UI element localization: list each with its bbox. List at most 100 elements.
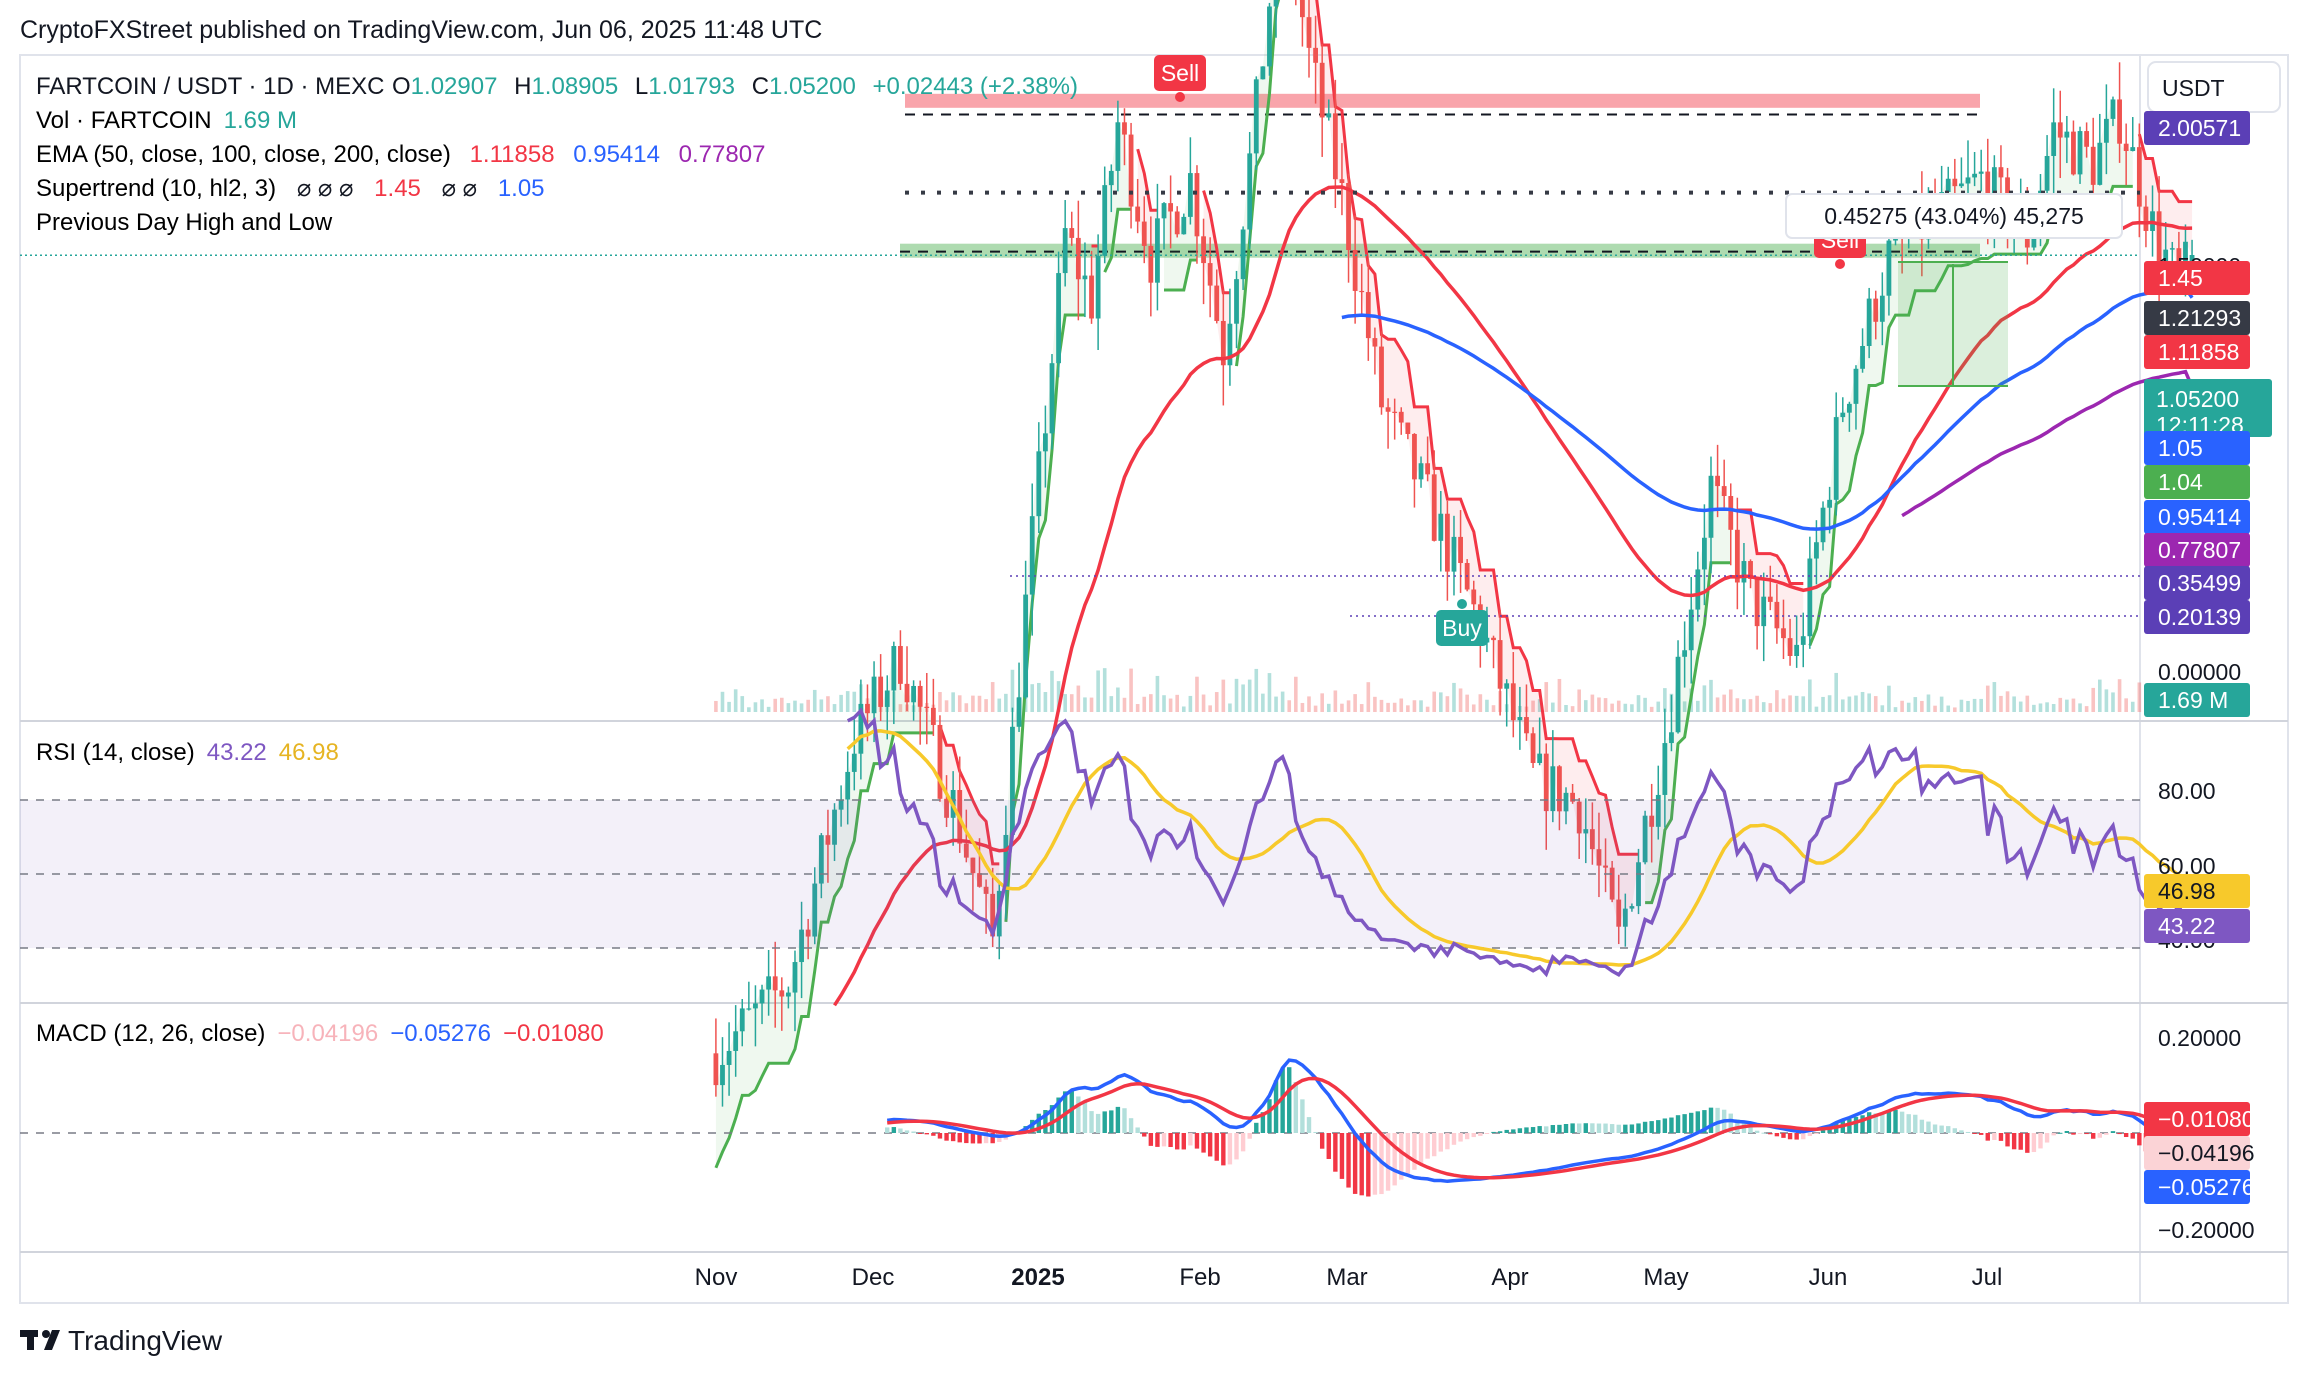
ema-layer xyxy=(833,185,2194,1007)
volume-bar xyxy=(1471,704,1476,712)
volume-bar xyxy=(799,703,804,712)
candle-body xyxy=(759,989,765,1004)
volume-bar xyxy=(1597,697,1601,712)
buy-signal[interactable]: Buy xyxy=(1436,599,1488,646)
ema100-value: 0.95414 xyxy=(573,141,660,168)
tag-1.45-bg xyxy=(2144,261,2250,295)
macd-hist-bar xyxy=(1260,1112,1266,1133)
candle-body xyxy=(1702,537,1707,570)
sell-signal-1[interactable]: Sell xyxy=(1154,55,1206,102)
candle-body xyxy=(1043,433,1048,452)
candle-body xyxy=(799,929,804,963)
volume-bar xyxy=(1188,695,1193,712)
candle-body xyxy=(832,809,837,845)
time-label-may: May xyxy=(1643,1264,1688,1291)
levels-layer xyxy=(20,190,2140,617)
volume-bar xyxy=(2071,698,2076,712)
volume-bar xyxy=(1992,682,1997,712)
candle-body xyxy=(1860,346,1865,369)
tradingview-logo[interactable]: TradingView xyxy=(20,1325,223,1356)
macd-hist-bar xyxy=(1089,1111,1094,1133)
macd-hist-bar xyxy=(1122,1108,1127,1133)
sell-signal-2-dot xyxy=(1835,259,1845,269)
time-axis[interactable]: Nov Dec 2025 Feb Mar Apr May Jun Jul xyxy=(695,1264,2003,1291)
macd-hist-bar xyxy=(1926,1121,1931,1133)
candle-body xyxy=(1227,323,1233,366)
macd-hist-bar xyxy=(1207,1133,1213,1157)
candle-body xyxy=(1846,403,1852,413)
tag-macd-0[interactable]: −0.01080 xyxy=(2144,1102,2255,1136)
tag-1.45[interactable]: 1.45 xyxy=(2144,261,2250,295)
tag-macd-2-text: −0.05276 xyxy=(2158,1174,2255,1200)
tag-0.77807[interactable]: 0.77807 xyxy=(2144,533,2250,567)
tag-rsi[interactable]: 43.22 xyxy=(2144,909,2250,943)
volume-bar xyxy=(1808,679,1812,712)
tag-1.69M[interactable]: 1.69 M xyxy=(2144,683,2250,717)
volume-bar xyxy=(1722,694,1726,712)
macd-hist-bar xyxy=(1801,1133,1806,1140)
macd-hist-bar xyxy=(1603,1123,1608,1133)
tag-macd-2[interactable]: −0.05276 xyxy=(2144,1170,2255,1204)
candle-body xyxy=(1326,113,1332,118)
candle-body xyxy=(1945,178,1951,193)
candle-body xyxy=(1524,717,1529,734)
volume-bar xyxy=(1366,682,1371,712)
volume-bar xyxy=(1583,700,1588,712)
candle-body xyxy=(1734,529,1740,583)
macd-hist-bar xyxy=(1418,1133,1424,1165)
tag-0.35499[interactable]: 0.35499 xyxy=(2144,566,2250,600)
tag-0.20139[interactable]: 0.20139 xyxy=(2144,600,2250,634)
candle-body xyxy=(720,1064,725,1086)
candle-body xyxy=(2077,131,2083,175)
candle-body xyxy=(1510,683,1516,721)
price-axis[interactable]: 1.500000.000002.005711.451.212931.118581… xyxy=(2144,111,2272,1243)
tag-rsi-ma[interactable]: 46.98 xyxy=(2144,874,2250,908)
supertrend-fill xyxy=(940,726,1000,937)
tag-last-price-text: 1.05200 xyxy=(2156,386,2239,412)
ema50-line xyxy=(833,185,2193,1007)
candle-body xyxy=(1978,171,1984,174)
candle-body xyxy=(1187,173,1193,217)
tag-1.04[interactable]: 1.04 xyxy=(2144,465,2250,499)
tag-1.11858[interactable]: 1.11858 xyxy=(2144,335,2250,369)
macd-hist-bar xyxy=(1326,1133,1331,1159)
macd-hist-bar xyxy=(2097,1133,2102,1138)
candle-body xyxy=(1622,908,1628,927)
tag-2.00571[interactable]: 2.00571 xyxy=(2144,111,2250,145)
candle-body xyxy=(1392,411,1398,413)
candles-layer xyxy=(713,0,2195,1107)
candle-body xyxy=(2064,131,2070,138)
macd-hist-bar xyxy=(1280,1067,1285,1133)
candle-body xyxy=(1431,474,1437,541)
tag-macd-1[interactable]: −0.04196 xyxy=(2144,1136,2255,1170)
supertrend-fill xyxy=(1137,149,1158,283)
candle-body xyxy=(865,703,870,714)
candle-body xyxy=(1781,628,1786,639)
tag-0.95414[interactable]: 0.95414 xyxy=(2144,500,2250,534)
macd-hist-bar xyxy=(1794,1133,1799,1140)
volume-bar xyxy=(2005,691,2010,712)
candle-body xyxy=(917,685,923,707)
tag-1.05-bg xyxy=(2144,431,2250,465)
candle-body xyxy=(1075,237,1081,280)
volume-bar xyxy=(1768,703,1773,712)
volume-bar xyxy=(832,704,837,712)
tag-1.05[interactable]: 1.05 xyxy=(2144,431,2250,465)
tag-1.21293[interactable]: 1.21293 xyxy=(2144,301,2250,335)
volume-bar xyxy=(1399,698,1404,712)
macd-hist-bar xyxy=(2058,1132,2063,1134)
macd-hist-bar xyxy=(1346,1133,1351,1188)
volume-bar xyxy=(1181,706,1186,712)
volume-bar xyxy=(1379,699,1384,712)
measure-tool[interactable]: 0.45275 (43.04%) 45,275 xyxy=(1785,193,2123,387)
currency-button[interactable]: USDT xyxy=(2147,61,2281,113)
volume-bar xyxy=(1241,684,1245,712)
candle-body xyxy=(805,929,811,937)
candle-body xyxy=(1029,516,1035,595)
ohlc-low: 1.01793 xyxy=(648,73,735,100)
macd-hist-bar xyxy=(2018,1133,2023,1150)
macd-hist-bar xyxy=(1847,1118,1852,1133)
volume-bar xyxy=(1610,703,1614,712)
